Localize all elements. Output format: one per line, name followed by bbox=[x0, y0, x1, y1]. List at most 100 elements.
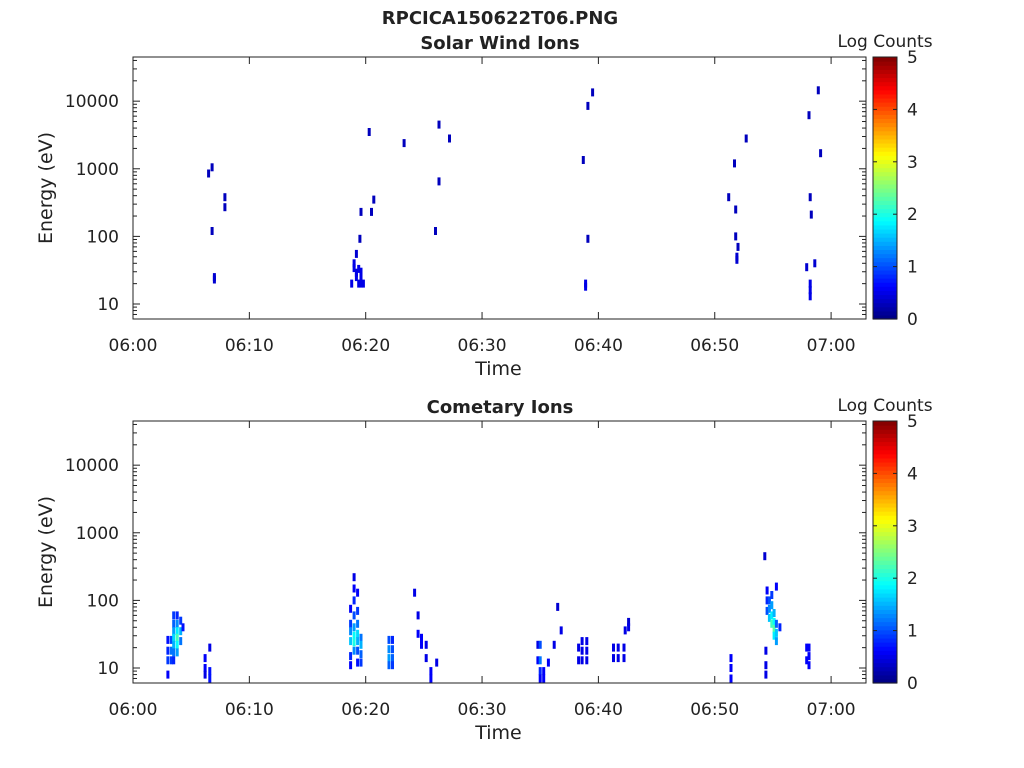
heatmap-cell bbox=[774, 582, 778, 591]
heatmap-cell bbox=[770, 591, 774, 599]
colorbar-segment bbox=[873, 466, 897, 471]
colorbar-segment bbox=[873, 584, 897, 590]
colorbar-segment bbox=[873, 228, 897, 234]
heatmap-cell bbox=[169, 646, 173, 655]
heatmap-cell bbox=[616, 643, 620, 652]
heatmap-cell bbox=[208, 667, 212, 676]
heatmap-cell bbox=[416, 611, 420, 620]
colorbar-tick-label: 1 bbox=[907, 622, 918, 642]
heatmap-cell bbox=[627, 617, 631, 626]
heatmap-cell bbox=[350, 279, 354, 288]
heatmap-cell bbox=[356, 619, 360, 628]
colorbar-segment bbox=[873, 224, 897, 230]
x-tick-label: 07:00 bbox=[807, 700, 856, 720]
heatmap-cell bbox=[770, 601, 774, 610]
heatmap-cell bbox=[448, 134, 451, 143]
heatmap-cell bbox=[744, 134, 748, 143]
heatmap-cell bbox=[175, 640, 179, 649]
heatmap-cell bbox=[772, 624, 776, 633]
colorbar-segment bbox=[873, 486, 897, 492]
colorbar-segment bbox=[873, 257, 897, 263]
colorbar-segment bbox=[873, 605, 897, 610]
heatmap-cell bbox=[210, 163, 214, 172]
colorbar-segment bbox=[873, 110, 897, 115]
figure-title: RPCICA150622T06.PNG bbox=[382, 8, 618, 29]
colorbar-segment bbox=[873, 629, 897, 635]
colorbar-segment bbox=[873, 61, 897, 66]
colorbar-segment bbox=[873, 286, 897, 291]
heatmap-cell bbox=[172, 627, 176, 636]
colorbar-segment bbox=[873, 142, 897, 148]
heatmap-cell bbox=[359, 267, 363, 276]
heatmap-cell bbox=[765, 606, 769, 615]
heatmap-cell bbox=[627, 623, 631, 632]
y-tick-label: 10000 bbox=[65, 92, 119, 112]
heatmap-cell bbox=[352, 596, 356, 605]
heatmap-cell bbox=[352, 638, 356, 647]
colorbar-segment bbox=[873, 138, 897, 144]
colorbar-segment bbox=[873, 482, 897, 488]
heatmap-cell bbox=[175, 611, 179, 620]
heatmap-cell bbox=[772, 617, 776, 626]
heatmap-cell bbox=[416, 629, 420, 638]
heatmap-cell bbox=[591, 88, 595, 97]
colorbar-segment bbox=[873, 237, 897, 242]
colorbar-segment bbox=[873, 523, 897, 529]
colorbar-segment bbox=[873, 200, 897, 205]
x-tick-label: 06:20 bbox=[341, 336, 390, 356]
heatmap-cell bbox=[623, 626, 627, 635]
heatmap-cell bbox=[729, 674, 733, 683]
heatmap-cell bbox=[764, 646, 768, 655]
colorbar-segment bbox=[873, 208, 897, 214]
heatmap-cell bbox=[356, 588, 360, 597]
heatmap-cell bbox=[772, 609, 776, 617]
colorbar-segment bbox=[873, 204, 897, 210]
x-tick-label: 06:00 bbox=[109, 700, 158, 720]
colorbar-segment bbox=[873, 175, 897, 181]
heatmap-cell bbox=[774, 637, 778, 646]
heatmap-cell bbox=[580, 637, 584, 646]
heatmap-cell bbox=[429, 674, 433, 683]
colorbar-segment bbox=[873, 470, 897, 475]
heatmap-cell bbox=[357, 279, 361, 288]
y-tick-label: 10000 bbox=[65, 456, 119, 476]
colorbar-segment bbox=[873, 531, 897, 537]
heatmap-cell bbox=[175, 627, 179, 636]
heatmap-cell bbox=[546, 658, 550, 667]
cometary-panel: Cometary Ions 06:00 06:10 06:20 06:30 06:40 0… bbox=[35, 396, 933, 744]
heatmap-cell bbox=[356, 629, 360, 638]
x-tick-label: 06:30 bbox=[458, 336, 507, 356]
colorbar-segment bbox=[873, 556, 897, 561]
heatmap-cell bbox=[729, 664, 733, 672]
x-tick-label: 06:10 bbox=[225, 336, 274, 356]
heatmap-cell bbox=[586, 234, 590, 243]
colorbar-segment bbox=[873, 637, 897, 643]
heatmap-cell bbox=[352, 631, 356, 640]
y-axis-label: Energy (eV) bbox=[35, 496, 57, 608]
heatmap-cell bbox=[809, 210, 813, 219]
heatmap-cell bbox=[807, 643, 811, 652]
colorbar-segment bbox=[873, 102, 897, 107]
colorbar-segment bbox=[873, 670, 897, 676]
heatmap-cell bbox=[538, 674, 542, 683]
heatmap-cell bbox=[536, 640, 540, 649]
heatmap-cell bbox=[577, 656, 581, 665]
y-tick-label: 10 bbox=[97, 295, 119, 315]
heatmap-cell bbox=[352, 623, 356, 632]
colorbar-segment bbox=[873, 674, 897, 680]
heatmap-cell bbox=[542, 667, 546, 676]
colorbar-segment bbox=[873, 642, 897, 647]
heatmap-cell bbox=[387, 635, 391, 644]
heatmap-cell bbox=[352, 264, 356, 273]
heatmap-cell bbox=[729, 654, 733, 663]
colorbar-segment bbox=[873, 658, 897, 664]
colorbar-segment bbox=[873, 498, 897, 504]
heatmap-cell bbox=[437, 177, 441, 186]
heatmap-cell bbox=[734, 205, 738, 214]
colorbar-segment bbox=[873, 93, 897, 99]
colorbar-segment bbox=[873, 662, 897, 668]
colorbar-segment bbox=[873, 196, 897, 201]
heatmap-cell bbox=[424, 640, 428, 649]
heatmap-cell bbox=[767, 604, 771, 613]
x-tick-label: 06:10 bbox=[225, 700, 274, 720]
